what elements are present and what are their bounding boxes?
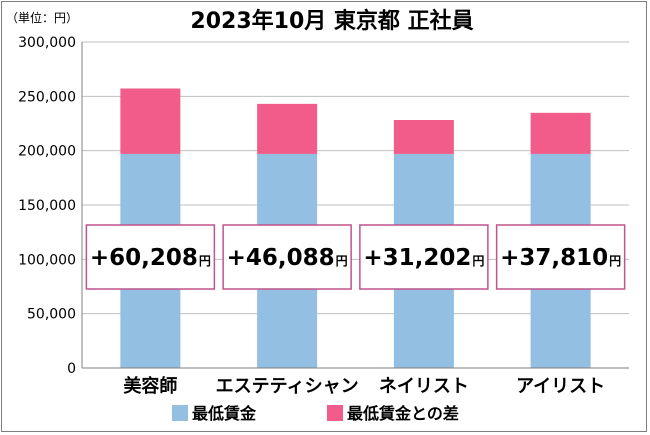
annotation-text: +31,202円: [363, 245, 484, 271]
y-tick-label: 0: [67, 361, 76, 377]
annotation-value: +46,088: [227, 245, 335, 271]
category-label: ネイリスト: [379, 376, 469, 397]
category-label: アイリスト: [516, 376, 605, 397]
annotation-value: +37,810: [500, 245, 608, 271]
annotation-unit: 円: [336, 254, 348, 268]
axes: [81, 42, 629, 369]
y-tick-label: 50,000: [27, 307, 76, 323]
legend-item: 最低賃金との差: [327, 404, 459, 423]
difference-annotation: +60,208円: [85, 224, 216, 290]
annotation-text: +46,088円: [227, 245, 348, 271]
annotation-text: +37,810円: [500, 245, 621, 271]
bar-difference: [530, 112, 591, 154]
chart-title: 2023年10月 東京都 正社員: [190, 8, 473, 34]
y-tick-label: 150,000: [18, 198, 76, 214]
annotation-unit: 円: [609, 254, 621, 268]
annotation-value: +60,208: [90, 245, 198, 271]
bar-difference: [393, 120, 454, 154]
annotation-unit: 円: [472, 254, 484, 268]
category-label: 美容師: [123, 375, 177, 397]
legend-swatch: [172, 405, 188, 421]
annotation-box: [495, 224, 626, 290]
annotation-value: +31,202: [363, 245, 471, 271]
difference-annotations: +60,208円 +46,088円 +31,202円 +37,810円: [85, 224, 626, 290]
legend: 最低賃金 最低賃金との差: [172, 404, 459, 423]
y-tick-label: 300,000: [18, 35, 76, 51]
y-tick-label: 250,000: [18, 89, 76, 105]
legend-swatch: [327, 405, 343, 421]
difference-annotation: +31,202円: [359, 224, 489, 290]
difference-annotation: +37,810円: [495, 224, 626, 290]
difference-annotation: +46,088円: [222, 224, 352, 290]
bar-difference: [120, 88, 181, 154]
annotation-text: +60,208円: [90, 245, 211, 271]
annotation-box: [85, 224, 216, 290]
unit-label: （単位：円）: [6, 10, 78, 25]
annotation-box: [222, 224, 352, 290]
annotation-box: [359, 224, 489, 290]
legend-label: 最低賃金との差: [347, 404, 459, 423]
legend-item: 最低賃金: [172, 404, 257, 423]
y-tick-label: 200,000: [18, 144, 76, 160]
legend-label: 最低賃金: [192, 404, 257, 423]
annotation-unit: 円: [199, 254, 211, 268]
category-labels: 美容師 エステティシャン ネイリスト アイリスト: [123, 375, 605, 397]
y-tick-label: 100,000: [18, 252, 76, 268]
bar-difference: [257, 103, 318, 154]
y-axis-ticks: 0 50,000 100,000 150,000 200,000 250,000 300,0…: [18, 35, 76, 377]
category-label: エステティシャン: [216, 376, 359, 397]
